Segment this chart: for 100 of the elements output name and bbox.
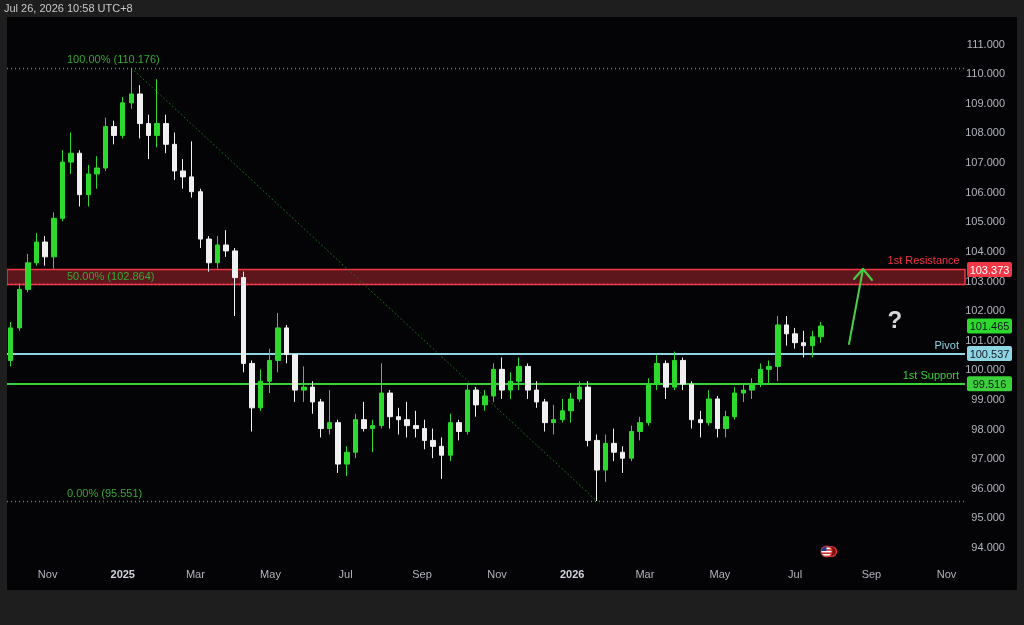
candlestick: [310, 380, 315, 415]
candlestick: [198, 188, 203, 249]
candlestick: [542, 398, 548, 433]
candlestick: [370, 419, 375, 453]
candlestick: [448, 413, 453, 462]
candlestick: [689, 380, 694, 430]
candlestick: [439, 436, 444, 480]
y-tick-label: 101.000: [965, 333, 1005, 346]
candlestick: [387, 389, 393, 430]
x-tick-label: Jul: [788, 567, 803, 580]
candlestick: [34, 232, 39, 267]
candlestick: [51, 211, 57, 270]
candlestick: [585, 380, 591, 447]
candlestick: [818, 321, 824, 344]
ref-line-label: 50.00% (102.864): [67, 270, 155, 283]
y-tick-label: 106.000: [965, 185, 1005, 198]
text: Jul 26, 2026 10:58 UTC+8: [4, 1, 133, 15]
x-tick-label: Jul: [338, 567, 353, 580]
candlestick: [551, 404, 556, 435]
candlestick: [103, 117, 108, 172]
x-tick-label: Nov: [487, 567, 508, 580]
candlestick: [430, 428, 436, 459]
candlestick: [284, 324, 289, 364]
candlestick: [137, 84, 143, 139]
x-tick-label: Sep: [861, 567, 882, 580]
candlestick: [525, 362, 531, 400]
y-tick-label: 105.000: [965, 215, 1005, 228]
candlestick: [232, 247, 238, 317]
y-tick-label: 108.000: [965, 126, 1005, 139]
candlestick: [499, 357, 505, 400]
y-tick-label: 100.000: [965, 363, 1005, 376]
candlestick: [680, 357, 686, 391]
candlestick: [723, 410, 729, 438]
candlestick: [318, 398, 324, 438]
candlestick: [422, 419, 427, 450]
candlestick: [86, 164, 91, 207]
candlestick: [637, 416, 643, 441]
candlestick: [560, 398, 565, 424]
annotation: ?: [887, 305, 903, 333]
candlestick: [732, 386, 737, 421]
candlestick: [25, 253, 31, 293]
y-tick-label: 97.000: [971, 452, 1005, 465]
candlestick: [594, 433, 600, 502]
y-tick-label: 111.000: [966, 37, 1005, 50]
candlestick: [327, 389, 332, 435]
x-tick-label: Nov: [37, 567, 58, 580]
candlestick: [620, 445, 625, 474]
candlestick: [154, 78, 160, 148]
candlestick: [172, 131, 177, 181]
candlestick: [206, 235, 212, 273]
candlestick: [68, 131, 74, 175]
candlestick: [611, 428, 617, 462]
candlestick: [249, 359, 255, 433]
x-tick-label: May: [709, 567, 731, 580]
candlestick: [163, 114, 169, 154]
x-tick-label: May: [260, 567, 282, 580]
candlestick: [129, 67, 134, 110]
candlestick: [404, 401, 410, 438]
candlestick: [77, 149, 82, 207]
candlestick: [801, 330, 806, 358]
candlestick: [663, 359, 669, 400]
candlestick: [603, 433, 608, 483]
text: 103.373: [969, 263, 1010, 276]
candlestick: [715, 395, 720, 438]
candlestick: [241, 271, 246, 373]
candlestick: [473, 386, 479, 418]
x-tick-label: 2025: [110, 567, 135, 580]
x-tick-label: 2026: [559, 567, 585, 580]
y-tick-label: 103.000: [965, 274, 1005, 287]
candlestick: [629, 425, 634, 462]
y-tick-label: 102.000: [965, 304, 1005, 317]
y-tick-label: 98.000: [971, 422, 1005, 435]
candlestick: [775, 315, 781, 382]
candlestick: [361, 401, 367, 433]
candlestick: [335, 419, 341, 474]
candlestick: [698, 410, 703, 438]
y-tick-label: 107.000: [965, 156, 1005, 169]
text: 99.516: [972, 378, 1007, 391]
candlestick: [275, 312, 281, 373]
y-tick-label: 99.000: [971, 392, 1005, 405]
candlestick: [353, 413, 358, 459]
y-tick-label: 110.000: [966, 67, 1005, 80]
y-tick-label: 96.000: [971, 481, 1005, 494]
ref-line-label: 1st Support: [902, 369, 959, 382]
ref-line-label: Pivot: [934, 338, 959, 351]
candlestick: [413, 410, 419, 438]
text: 101.465: [969, 320, 1010, 333]
y-tick-label: 94.000: [971, 541, 1005, 553]
candlestick: [456, 419, 462, 441]
candlestick: [215, 235, 220, 270]
candlestick: [189, 140, 194, 199]
ref-line-label: 0.00% (95.551): [67, 486, 143, 499]
candlestick: [146, 114, 151, 160]
x-tick-label: Mar: [635, 567, 655, 580]
y-tick-label: 109.000: [965, 96, 1005, 109]
candlestick: [706, 389, 712, 427]
x-tick-label: Nov: [936, 567, 957, 580]
candlestick: [180, 158, 186, 190]
candlestick: [292, 354, 298, 403]
ref-line-label: 100.00% (110.176): [67, 53, 160, 66]
